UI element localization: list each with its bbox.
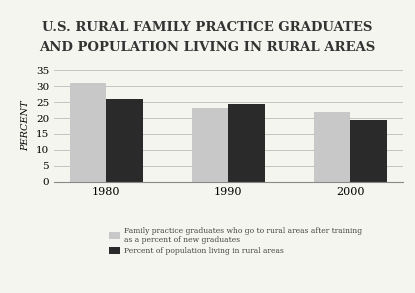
Bar [228,104,265,182]
Bar [70,83,106,182]
Y-axis label: PERCENT: PERCENT [21,101,30,151]
Bar [106,99,143,182]
Legend: Family practice graduates who go to rural areas after training
as a percent of n: Family practice graduates who go to rura… [105,224,365,258]
Bar [192,108,228,182]
Text: AND POPULATION LIVING IN RURAL AREAS: AND POPULATION LIVING IN RURAL AREAS [39,41,376,54]
Text: U.S. RURAL FAMILY PRACTICE GRADUATES: U.S. RURAL FAMILY PRACTICE GRADUATES [42,21,373,33]
Bar [350,120,387,182]
Bar [314,112,350,182]
